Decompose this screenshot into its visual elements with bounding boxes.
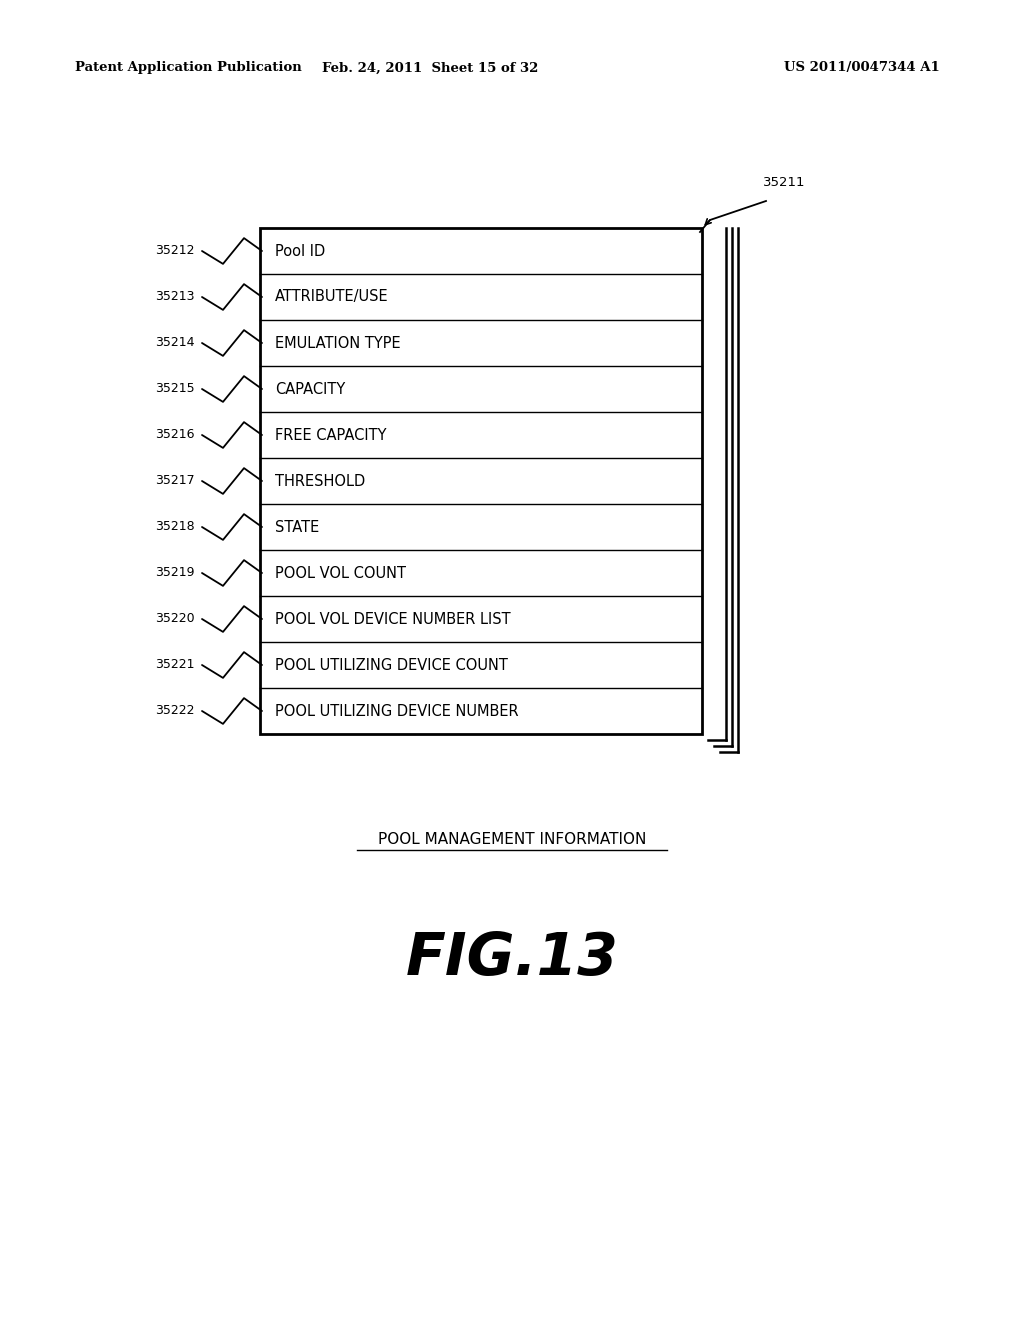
Text: 35217: 35217 — [155, 474, 195, 487]
Text: 35213: 35213 — [155, 290, 195, 304]
Text: FREE CAPACITY: FREE CAPACITY — [275, 428, 386, 442]
Text: 35214: 35214 — [155, 337, 195, 350]
Text: Patent Application Publication: Patent Application Publication — [75, 62, 302, 74]
Text: 35219: 35219 — [155, 566, 195, 579]
Text: 35222: 35222 — [155, 705, 195, 718]
Text: 35211: 35211 — [763, 177, 805, 190]
Text: FIG.13: FIG.13 — [406, 931, 618, 987]
Text: Feb. 24, 2011  Sheet 15 of 32: Feb. 24, 2011 Sheet 15 of 32 — [322, 62, 539, 74]
Text: POOL UTILIZING DEVICE COUNT: POOL UTILIZING DEVICE COUNT — [275, 657, 508, 672]
Text: EMULATION TYPE: EMULATION TYPE — [275, 335, 400, 351]
Text: 35220: 35220 — [155, 612, 195, 626]
Text: 35212: 35212 — [155, 244, 195, 257]
Text: Pool ID: Pool ID — [275, 243, 326, 259]
Text: 35216: 35216 — [155, 429, 195, 441]
Text: POOL MANAGEMENT INFORMATION: POOL MANAGEMENT INFORMATION — [378, 832, 646, 846]
Text: STATE: STATE — [275, 520, 319, 535]
Text: POOL VOL COUNT: POOL VOL COUNT — [275, 565, 406, 581]
Text: THRESHOLD: THRESHOLD — [275, 474, 366, 488]
Text: 35215: 35215 — [155, 383, 195, 396]
Text: 35218: 35218 — [155, 520, 195, 533]
Text: ATTRIBUTE/USE: ATTRIBUTE/USE — [275, 289, 389, 305]
Text: CAPACITY: CAPACITY — [275, 381, 345, 396]
Text: POOL VOL DEVICE NUMBER LIST: POOL VOL DEVICE NUMBER LIST — [275, 611, 511, 627]
Bar — [260, 228, 702, 734]
Text: 35221: 35221 — [155, 659, 195, 672]
Text: POOL UTILIZING DEVICE NUMBER: POOL UTILIZING DEVICE NUMBER — [275, 704, 518, 718]
Text: US 2011/0047344 A1: US 2011/0047344 A1 — [784, 62, 940, 74]
